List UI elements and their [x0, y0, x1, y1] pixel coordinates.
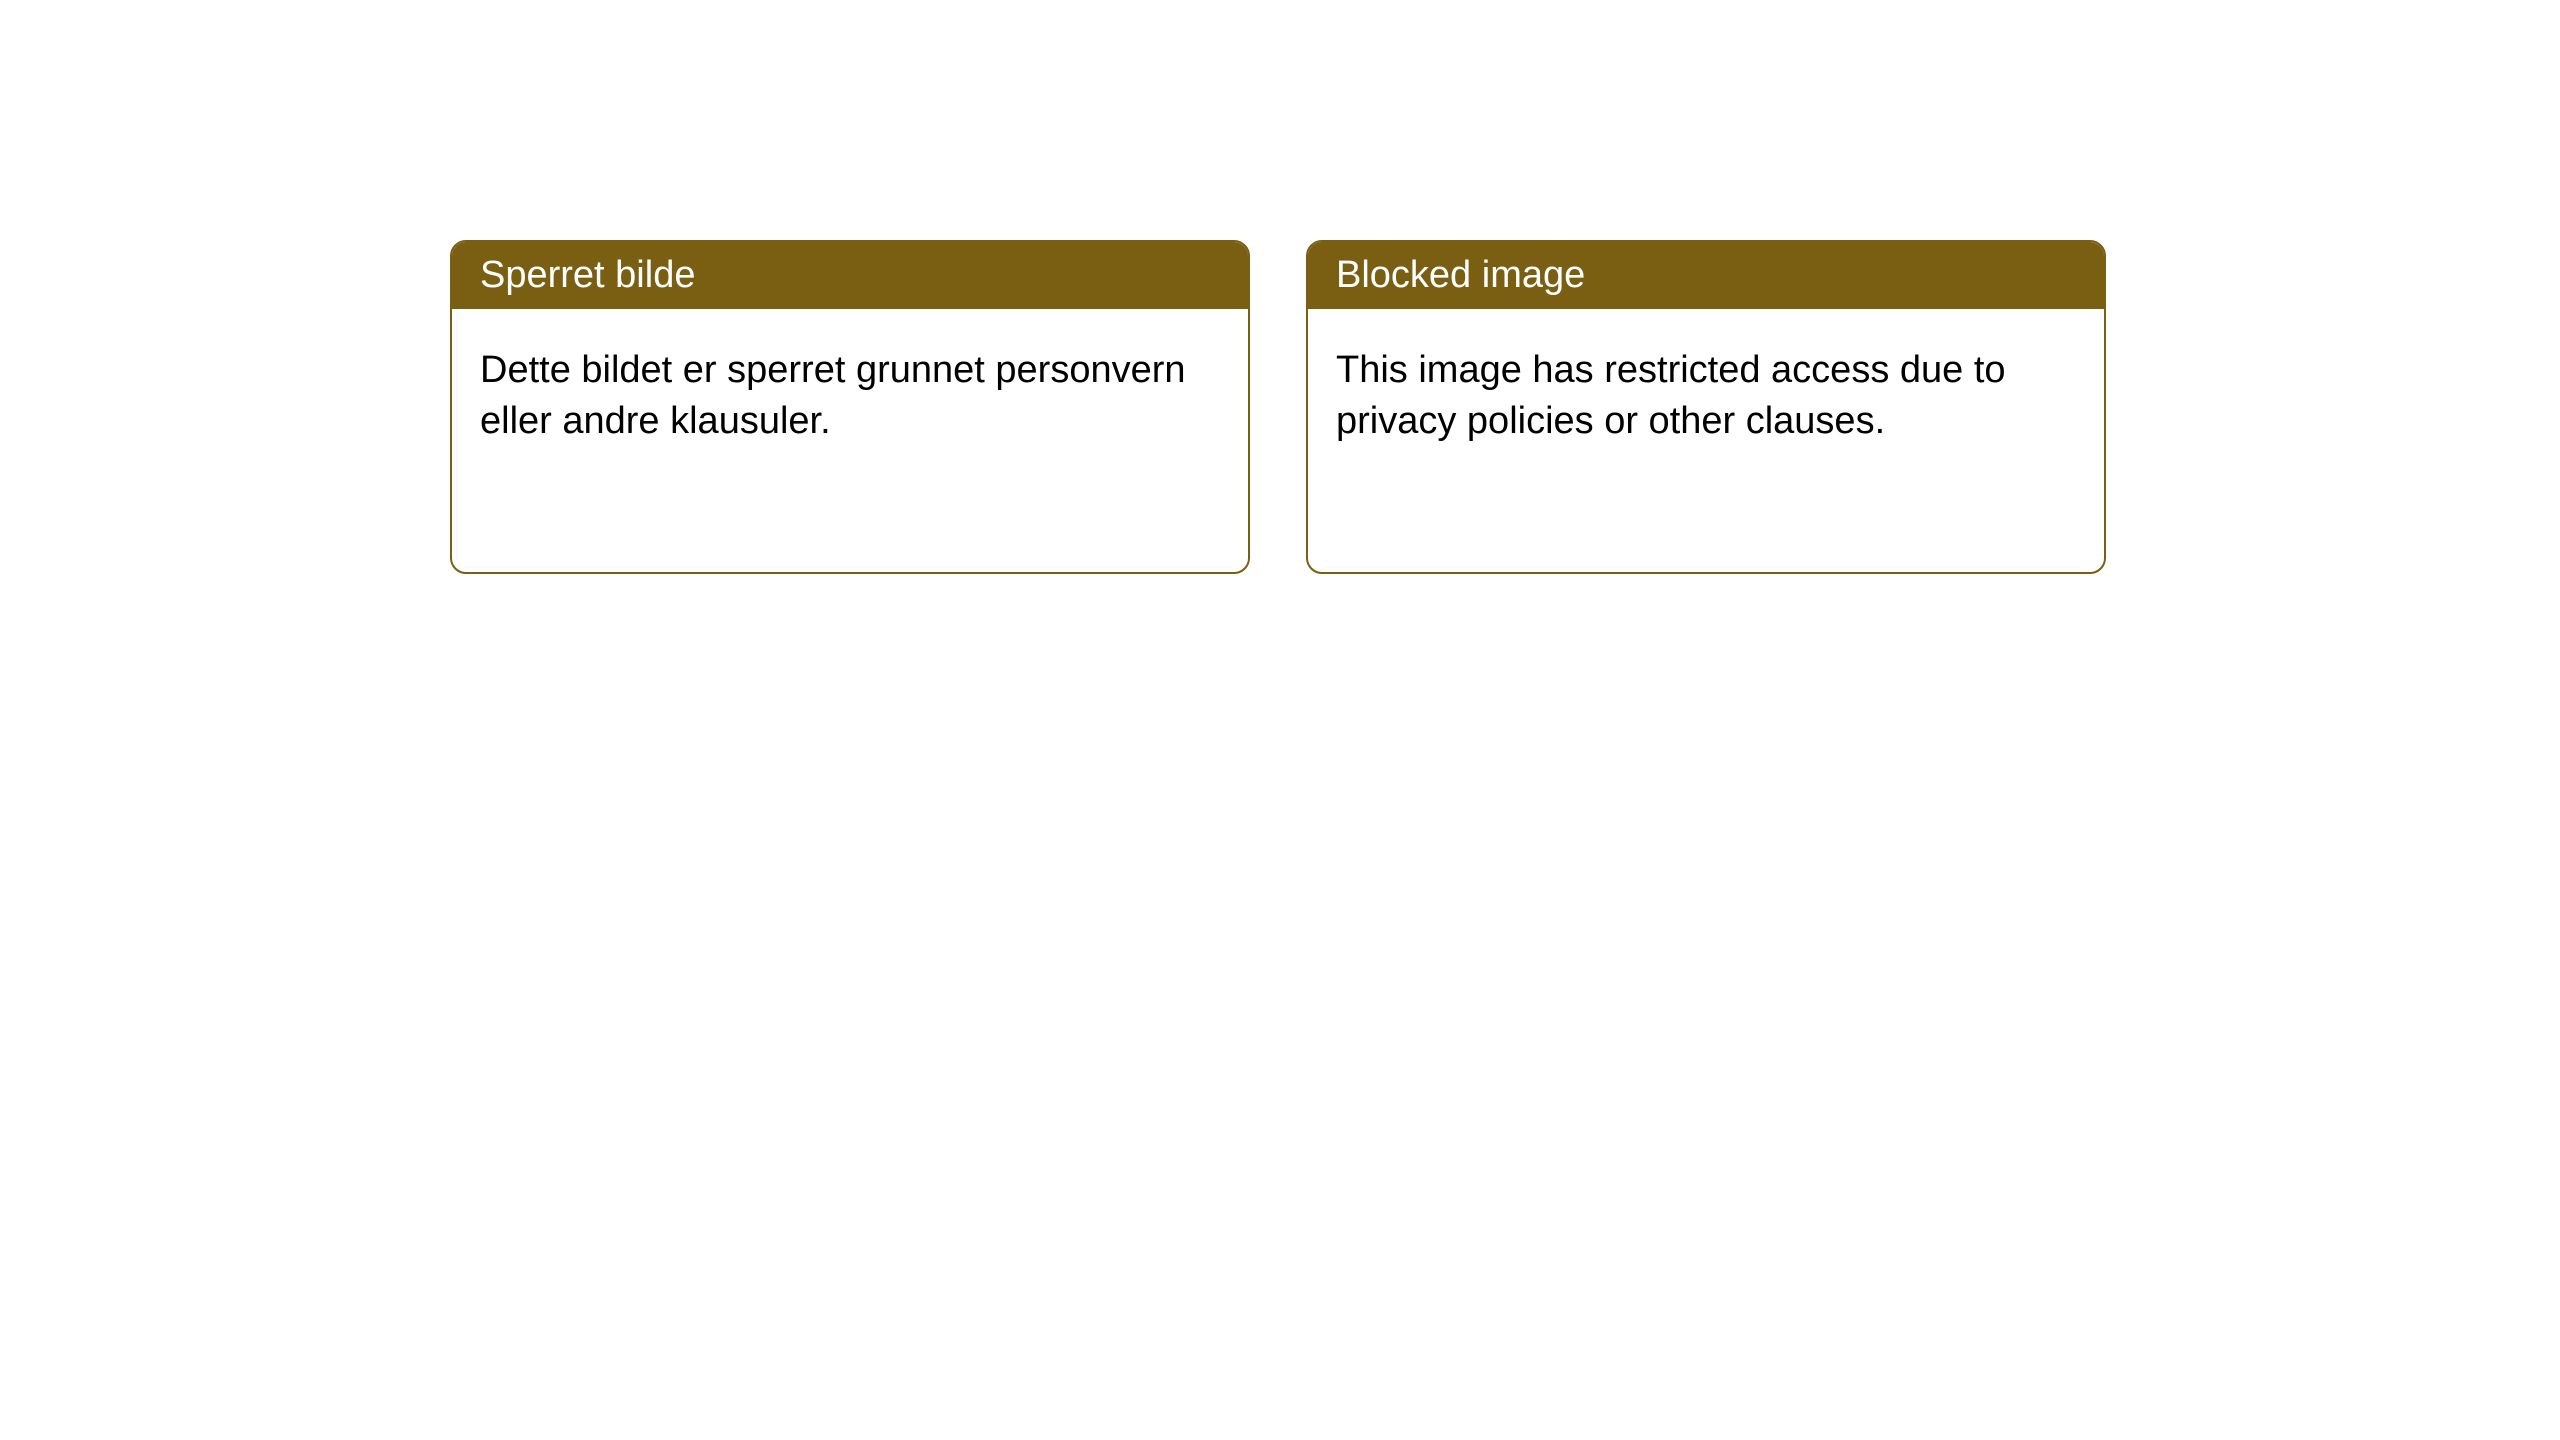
blocked-image-card-en: Blocked image This image has restricted … — [1306, 240, 2106, 574]
card-body: Dette bildet er sperret grunnet personve… — [452, 309, 1248, 484]
card-title: Sperret bilde — [480, 254, 695, 296]
card-header: Sperret bilde — [452, 242, 1248, 309]
card-body: This image has restricted access due to … — [1308, 309, 2104, 484]
card-body-text: Dette bildet er sperret grunnet personve… — [480, 349, 1186, 442]
notice-container: Sperret bilde Dette bildet er sperret gr… — [0, 0, 2560, 574]
blocked-image-card-no: Sperret bilde Dette bildet er sperret gr… — [450, 240, 1250, 574]
card-title: Blocked image — [1336, 254, 1585, 296]
card-body-text: This image has restricted access due to … — [1336, 349, 2006, 442]
card-header: Blocked image — [1308, 242, 2104, 309]
